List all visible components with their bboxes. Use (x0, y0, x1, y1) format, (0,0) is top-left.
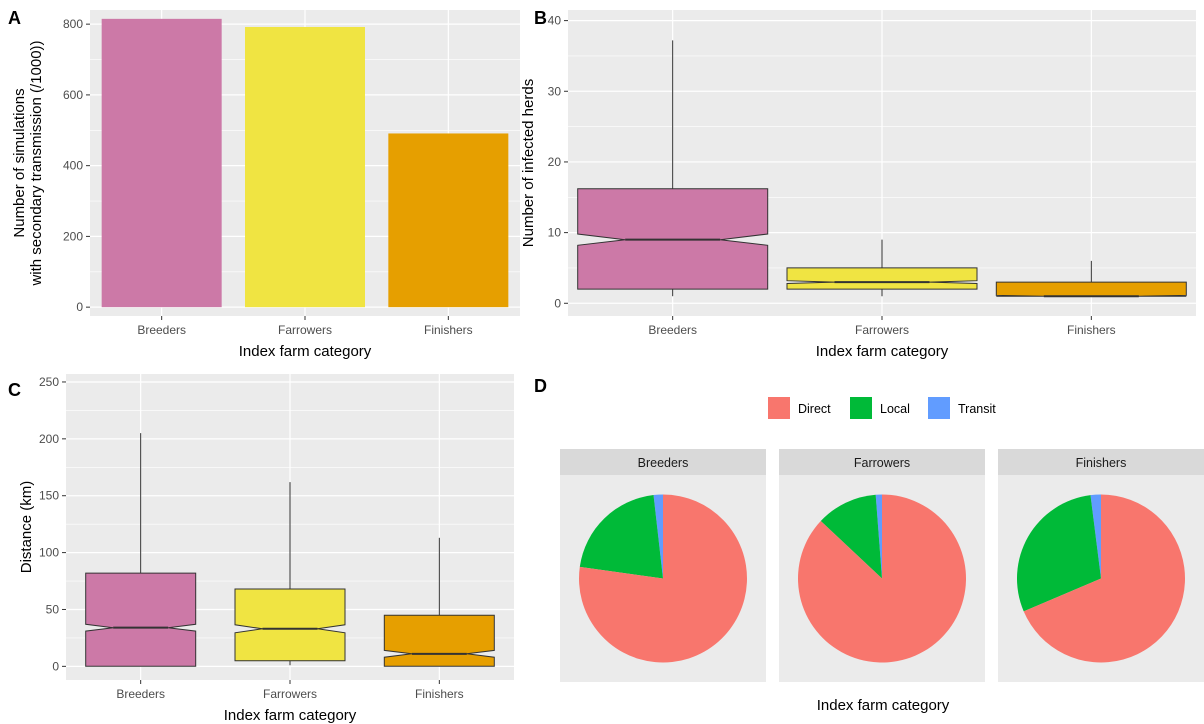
facet-strip-label: Breeders (638, 456, 689, 470)
y-tick-label: 400 (63, 159, 83, 173)
legend-key-transit (928, 397, 950, 419)
x-tick-label: Finishers (1067, 323, 1116, 337)
notched-box (85, 572, 197, 667)
y-axis-title: Number of simulations (11, 88, 28, 237)
x-axis-title: Index farm category (817, 697, 950, 714)
panel-label-a: A (8, 8, 21, 28)
x-axis-title: Index farm category (239, 343, 372, 360)
panel-label-b: B (534, 8, 547, 28)
notched-box (234, 588, 346, 662)
x-tick-label: Farrowers (855, 323, 909, 337)
y-tick-label: 100 (39, 546, 59, 560)
y-tick-label: 50 (46, 602, 60, 616)
notched-box (383, 614, 495, 667)
y-tick-label: 600 (63, 88, 83, 102)
x-tick-label: Breeders (116, 687, 165, 701)
pie-slice-transit (653, 494, 663, 579)
y-tick-label: 10 (548, 226, 562, 240)
panel-b: 0 10 20 30 40 Breeders Farrowers Finishers Index… (520, 10, 1196, 360)
y-tick-label: 0 (554, 296, 561, 310)
y-tick-label: 150 (39, 489, 59, 503)
pie-slice-transit (875, 494, 882, 579)
panel-a: 0 200 400 600 800 Breeders Farrowers Finishers I… (11, 10, 520, 360)
y-axis-title: Number of infected herds (520, 79, 537, 247)
legend-label: Local (880, 402, 910, 416)
y-axis-title: Distance (km) (18, 481, 35, 574)
legend-label: Transit (958, 402, 996, 416)
x-axis-title: Index farm category (816, 343, 949, 360)
x-tick-label: Breeders (137, 323, 186, 337)
legend-label: Direct (798, 402, 831, 416)
x-tick-label: Breeders (648, 323, 697, 337)
pie-slice-direct (578, 494, 747, 663)
y-tick-label: 40 (548, 14, 562, 28)
notched-box (995, 281, 1187, 297)
y-tick-label: 250 (39, 375, 59, 389)
y-tick-label: 0 (76, 300, 83, 314)
bar (245, 26, 365, 308)
facet-strip (998, 449, 1204, 475)
facet-strip (779, 449, 985, 475)
x-tick-label: Farrowers (263, 687, 317, 701)
pie-slice-local (1016, 495, 1101, 612)
panel-label-c: C (8, 380, 21, 400)
x-tick-label: Finishers (415, 687, 464, 701)
panel-c: 0 50 100 150 200 250 Breeders Farrowers Finisher… (18, 374, 514, 724)
pie-slice-transit (1090, 494, 1101, 579)
y-tick-label: 0 (52, 659, 59, 673)
bar (101, 18, 222, 308)
legend-key-direct (768, 397, 790, 419)
y-tick-label: 200 (39, 432, 59, 446)
pie-slice-direct (1023, 494, 1185, 663)
facet-strip-label: Finishers (1076, 456, 1127, 470)
pie-slice-local (579, 495, 663, 579)
panel-label-d: D (534, 376, 547, 396)
facet-strip-label: Farrowers (854, 456, 910, 470)
y-tick-label: 20 (548, 155, 562, 169)
x-tick-label: Farrowers (278, 323, 332, 337)
x-axis-title: Index farm category (224, 707, 357, 724)
notched-box (786, 267, 978, 290)
panel-d: Direct Local Transit Breeders Farrowers Finis… (560, 397, 1204, 714)
bar (388, 133, 509, 308)
pie-slice-local (820, 494, 882, 579)
y-tick-label: 30 (548, 84, 562, 98)
legend-key-local (850, 397, 872, 419)
x-tick-label: Finishers (424, 323, 473, 337)
facet-strip (560, 449, 766, 475)
y-tick-label: 200 (63, 229, 83, 243)
pie-slice-direct (798, 494, 967, 663)
y-tick-label: 800 (63, 17, 83, 31)
y-axis-title: with secondary transmission (/1000)) (28, 40, 45, 286)
